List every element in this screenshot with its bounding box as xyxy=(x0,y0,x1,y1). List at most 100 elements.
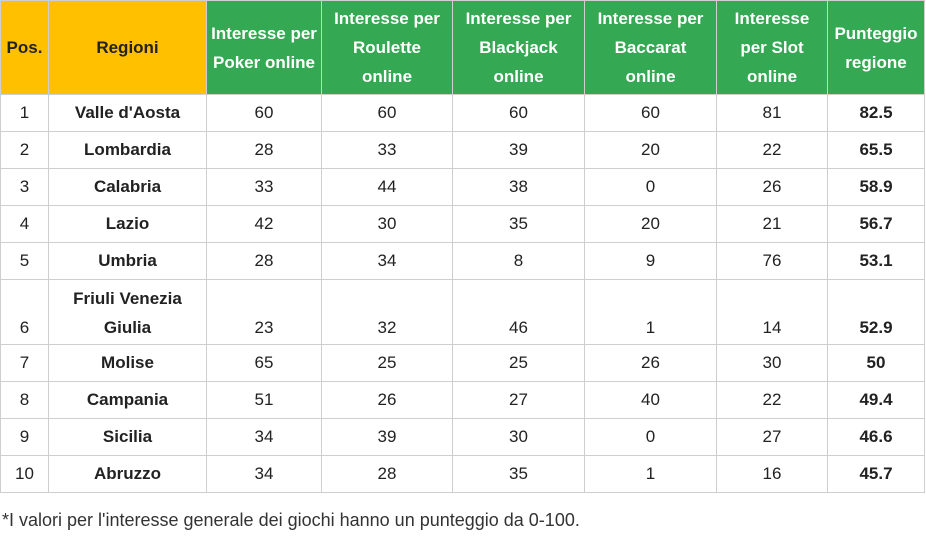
cell-score: 52.9 xyxy=(827,279,925,345)
table-row: 1 Valle d'Aosta 60 60 60 60 81 82.5 xyxy=(0,94,925,132)
cell-pos: 3 xyxy=(0,168,49,206)
cell-poker: 33 xyxy=(206,168,322,206)
cell-blackjack: 35 xyxy=(452,455,585,493)
cell-region: Molise xyxy=(48,344,207,382)
cell-blackjack: 8 xyxy=(452,242,585,280)
cell-score: 65.5 xyxy=(827,131,925,169)
cell-roulette: 30 xyxy=(321,205,453,243)
cell-score: 46.6 xyxy=(827,418,925,456)
cell-blackjack: 39 xyxy=(452,131,585,169)
cell-blackjack: 60 xyxy=(452,94,585,132)
cell-slot: 76 xyxy=(716,242,828,280)
cell-pos: 1 xyxy=(0,94,49,132)
cell-region: Valle d'Aosta xyxy=(48,94,207,132)
cell-pos: 7 xyxy=(0,344,49,382)
ranking-table: Pos. Regioni Interesse per Poker online … xyxy=(0,0,925,493)
cell-roulette: 60 xyxy=(321,94,453,132)
header-baccarat: Interesse per Baccarat online xyxy=(584,0,717,95)
cell-blackjack: 27 xyxy=(452,381,585,419)
cell-region: Friuli Venezia Giulia xyxy=(48,279,207,345)
cell-region: Campania xyxy=(48,381,207,419)
cell-roulette: 28 xyxy=(321,455,453,493)
cell-baccarat: 26 xyxy=(584,344,717,382)
cell-slot: 22 xyxy=(716,131,828,169)
cell-poker: 28 xyxy=(206,242,322,280)
cell-slot: 26 xyxy=(716,168,828,206)
cell-region: Lazio xyxy=(48,205,207,243)
cell-slot: 27 xyxy=(716,418,828,456)
header-poker: Interesse per Poker online xyxy=(206,0,322,95)
table-row: 4 Lazio 42 30 35 20 21 56.7 xyxy=(0,205,925,243)
cell-slot: 81 xyxy=(716,94,828,132)
cell-roulette: 32 xyxy=(321,279,453,345)
cell-score: 50 xyxy=(827,344,925,382)
footnote: *I valori per l'interesse generale dei g… xyxy=(2,510,580,530)
cell-baccarat: 0 xyxy=(584,418,717,456)
cell-slot: 30 xyxy=(716,344,828,382)
cell-score: 49.4 xyxy=(827,381,925,419)
cell-poker: 60 xyxy=(206,94,322,132)
cell-blackjack: 46 xyxy=(452,279,585,345)
header-roulette: Interesse per Roulette online xyxy=(321,0,453,95)
table-row: 2 Lombardia 28 33 39 20 22 65.5 xyxy=(0,131,925,169)
cell-baccarat: 40 xyxy=(584,381,717,419)
cell-score: 45.7 xyxy=(827,455,925,493)
cell-blackjack: 35 xyxy=(452,205,585,243)
cell-baccarat: 9 xyxy=(584,242,717,280)
cell-poker: 42 xyxy=(206,205,322,243)
cell-roulette: 44 xyxy=(321,168,453,206)
table-row: 3 Calabria 33 44 38 0 26 58.9 xyxy=(0,168,925,206)
cell-roulette: 33 xyxy=(321,131,453,169)
cell-roulette: 39 xyxy=(321,418,453,456)
cell-baccarat: 1 xyxy=(584,455,717,493)
cell-baccarat: 1 xyxy=(584,279,717,345)
header-blackjack: Interesse per Blackjack online xyxy=(452,0,585,95)
table-row: 6 Friuli Venezia Giulia 23 32 46 1 14 52… xyxy=(0,279,925,345)
cell-region: Abruzzo xyxy=(48,455,207,493)
cell-region: Calabria xyxy=(48,168,207,206)
cell-pos: 2 xyxy=(0,131,49,169)
table-row: 10 Abruzzo 34 28 35 1 16 45.7 xyxy=(0,455,925,493)
cell-pos: 10 xyxy=(0,455,49,493)
cell-pos: 4 xyxy=(0,205,49,243)
cell-poker: 28 xyxy=(206,131,322,169)
table-row: 5 Umbria 28 34 8 9 76 53.1 xyxy=(0,242,925,280)
cell-region: Umbria xyxy=(48,242,207,280)
cell-region: Sicilia xyxy=(48,418,207,456)
cell-baccarat: 60 xyxy=(584,94,717,132)
cell-poker: 34 xyxy=(206,418,322,456)
cell-blackjack: 25 xyxy=(452,344,585,382)
cell-score: 56.7 xyxy=(827,205,925,243)
cell-baccarat: 20 xyxy=(584,131,717,169)
header-pos: Pos. xyxy=(0,0,49,95)
cell-poker: 34 xyxy=(206,455,322,493)
cell-blackjack: 38 xyxy=(452,168,585,206)
cell-poker: 23 xyxy=(206,279,322,345)
cell-roulette: 26 xyxy=(321,381,453,419)
cell-slot: 14 xyxy=(716,279,828,345)
cell-pos: 8 xyxy=(0,381,49,419)
cell-pos: 5 xyxy=(0,242,49,280)
cell-slot: 21 xyxy=(716,205,828,243)
cell-slot: 16 xyxy=(716,455,828,493)
cell-roulette: 25 xyxy=(321,344,453,382)
cell-baccarat: 20 xyxy=(584,205,717,243)
table-row: 7 Molise 65 25 25 26 30 50 xyxy=(0,344,925,382)
cell-pos: 6 xyxy=(0,279,49,345)
cell-score: 58.9 xyxy=(827,168,925,206)
cell-region: Lombardia xyxy=(48,131,207,169)
cell-poker: 51 xyxy=(206,381,322,419)
header-punteggio: Punteggio regione xyxy=(827,0,925,95)
cell-roulette: 34 xyxy=(321,242,453,280)
header-regioni: Regioni xyxy=(48,0,207,95)
cell-poker: 65 xyxy=(206,344,322,382)
cell-pos: 9 xyxy=(0,418,49,456)
header-slot: Interesse per Slot online xyxy=(716,0,828,95)
cell-baccarat: 0 xyxy=(584,168,717,206)
cell-score: 82.5 xyxy=(827,94,925,132)
cell-score: 53.1 xyxy=(827,242,925,280)
cell-blackjack: 30 xyxy=(452,418,585,456)
table-row: 8 Campania 51 26 27 40 22 49.4 xyxy=(0,381,925,419)
table-header-row: Pos. Regioni Interesse per Poker online … xyxy=(0,0,925,95)
table-row: 9 Sicilia 34 39 30 0 27 46.6 xyxy=(0,418,925,456)
